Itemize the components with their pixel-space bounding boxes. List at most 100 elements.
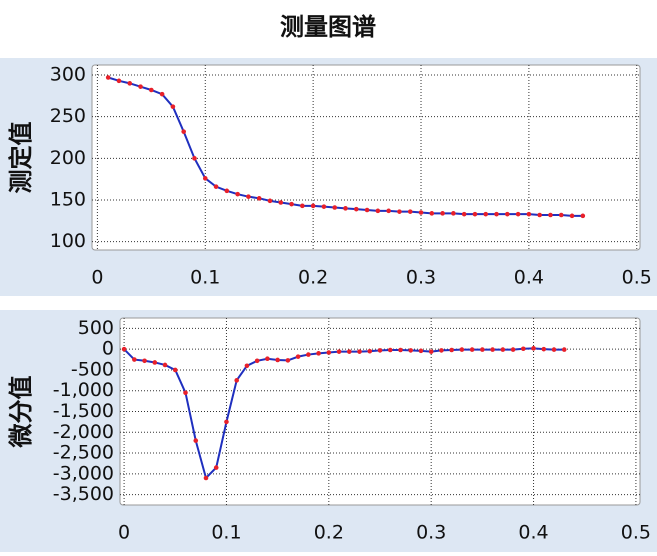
data-point — [138, 84, 143, 89]
data-point — [256, 196, 262, 201]
data-point — [569, 213, 575, 219]
data-point — [321, 204, 327, 209]
data-point — [531, 346, 536, 351]
data-point — [367, 348, 373, 354]
data-point — [387, 347, 393, 353]
data-point — [213, 184, 219, 189]
data-point — [537, 212, 542, 218]
data-point — [213, 465, 219, 470]
data-point — [285, 358, 291, 363]
data-point — [181, 129, 186, 134]
data-point — [265, 356, 270, 362]
y-tick-label: -2,500 — [53, 442, 114, 464]
y-tick-label: -500 — [71, 358, 114, 380]
data-point — [451, 211, 456, 216]
data-point — [407, 209, 413, 214]
x-tick-label: 0.2 — [298, 267, 328, 289]
y-tick-label: 150 — [50, 189, 86, 211]
y-tick-label: -3,500 — [53, 483, 114, 505]
data-point — [193, 438, 199, 443]
data-point — [192, 156, 197, 161]
data-point — [386, 208, 391, 214]
x-tick-label: 0.3 — [416, 522, 446, 544]
data-point — [483, 211, 489, 217]
data-point — [439, 348, 444, 353]
data-point — [105, 75, 111, 80]
data-point — [326, 350, 332, 355]
x-tick-label: 0.3 — [406, 267, 436, 289]
data-point — [142, 358, 147, 364]
x-tick-label: 0 — [118, 522, 130, 544]
data-point — [170, 104, 176, 109]
chart-title: 测量图谱 — [280, 13, 376, 41]
data-point — [289, 201, 294, 207]
data-point — [278, 200, 284, 205]
y-tick-label: -3,000 — [53, 462, 114, 484]
data-point — [480, 347, 485, 352]
data-point — [558, 212, 564, 218]
data-point — [306, 352, 311, 357]
data-point — [461, 211, 467, 217]
data-point — [300, 203, 305, 209]
data-point — [490, 347, 495, 352]
data-point — [526, 211, 532, 217]
data-point — [172, 367, 178, 373]
data-point — [541, 346, 547, 352]
data-point — [224, 188, 230, 194]
data-point — [505, 211, 510, 217]
x-tick-label: 0 — [91, 267, 103, 289]
data-point — [548, 212, 553, 218]
y-tick-label: 0 — [102, 338, 114, 360]
data-point — [152, 360, 158, 365]
data-point — [429, 211, 435, 216]
data-point — [580, 213, 586, 219]
data-point — [494, 211, 499, 217]
data-point — [234, 378, 239, 383]
data-point — [343, 206, 348, 211]
y-tick-label: 300 — [50, 64, 86, 86]
data-point — [346, 349, 352, 354]
y-axis-label: 测定值 — [7, 122, 35, 194]
data-point — [364, 207, 370, 213]
data-point — [418, 348, 424, 354]
y-tick-label: 250 — [50, 105, 86, 127]
data-point — [267, 198, 273, 204]
data-point — [515, 211, 521, 217]
x-tick-label: 0.1 — [190, 267, 220, 289]
data-point — [408, 348, 414, 353]
x-tick-label: 0.5 — [621, 522, 651, 544]
data-point — [377, 348, 383, 353]
data-point — [246, 194, 251, 199]
data-point — [132, 357, 137, 362]
data-point — [295, 354, 301, 359]
data-point — [332, 205, 338, 210]
y-axis-label: 微分值 — [7, 376, 35, 449]
data-point — [472, 211, 478, 217]
data-point — [449, 347, 454, 353]
data-point — [440, 211, 445, 216]
data-point — [469, 347, 475, 352]
data-point — [418, 210, 424, 215]
plot-area — [91, 64, 641, 251]
data-point — [428, 349, 434, 354]
y-tick-label: 200 — [50, 147, 86, 169]
data-point — [116, 78, 122, 84]
y-tick-label: 100 — [50, 230, 86, 252]
x-tick-label: 0.4 — [518, 522, 548, 544]
data-point — [275, 357, 280, 363]
data-point — [235, 191, 240, 197]
x-tick-label: 0.4 — [514, 267, 544, 289]
data-point — [121, 346, 127, 352]
data-point — [500, 347, 506, 352]
data-point — [183, 390, 188, 396]
data-point — [202, 176, 208, 181]
data-point — [336, 349, 342, 354]
x-tick-label: 0.1 — [211, 522, 241, 544]
y-tick-label: 500 — [78, 317, 114, 339]
y-tick-label: -2,000 — [53, 421, 114, 443]
data-point — [162, 362, 168, 368]
data-point — [357, 349, 362, 354]
data-point — [353, 206, 359, 212]
data-point — [203, 475, 209, 481]
